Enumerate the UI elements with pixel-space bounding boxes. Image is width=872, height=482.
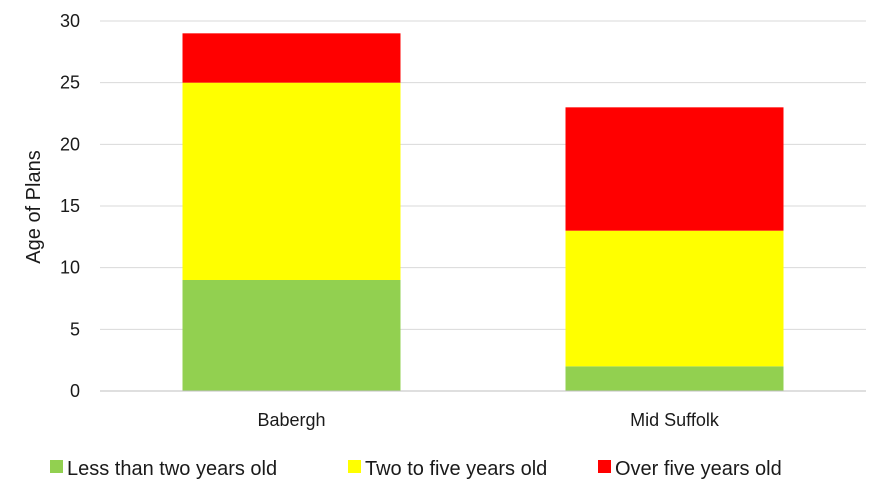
legend-label: Two to five years old bbox=[365, 458, 547, 480]
legend-label: Over five years old bbox=[615, 458, 782, 480]
y-axis-ticks: 0 5 10 15 20 25 30 bbox=[60, 11, 80, 401]
legend-swatch bbox=[348, 460, 361, 473]
category-label: Babergh bbox=[257, 410, 325, 430]
bar-segment bbox=[182, 82, 401, 281]
y-axis-title: Age of Plans bbox=[23, 150, 45, 263]
y-tick-label: 5 bbox=[70, 319, 80, 339]
y-tick-label: 10 bbox=[60, 258, 80, 278]
legend-swatch bbox=[50, 460, 63, 473]
legend-swatch bbox=[598, 460, 611, 473]
x-axis-categories: Babergh Mid Suffolk bbox=[257, 410, 719, 430]
category-label: Mid Suffolk bbox=[630, 410, 720, 430]
bar-segment bbox=[565, 230, 784, 367]
bar-segment bbox=[182, 33, 401, 83]
bar-segment bbox=[565, 107, 784, 231]
y-tick-label: 30 bbox=[60, 11, 80, 31]
y-tick-label: 15 bbox=[60, 196, 80, 216]
y-tick-label: 25 bbox=[60, 73, 80, 93]
y-tick-label: 0 bbox=[70, 381, 80, 401]
legend-label: Less than two years old bbox=[67, 458, 277, 480]
bar-segment bbox=[565, 366, 784, 391]
bar-segment bbox=[182, 280, 401, 391]
bars bbox=[182, 33, 784, 391]
legend: Less than two years old Two to five years… bbox=[50, 458, 782, 480]
y-tick-label: 20 bbox=[60, 134, 80, 154]
